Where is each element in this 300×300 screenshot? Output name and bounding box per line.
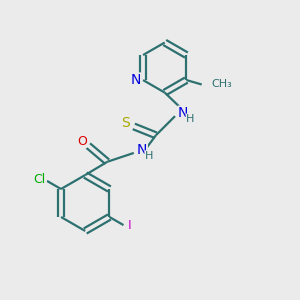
Text: H: H bbox=[186, 114, 194, 124]
Text: S: S bbox=[121, 116, 130, 130]
Text: H: H bbox=[145, 151, 153, 161]
Text: O: O bbox=[77, 135, 87, 148]
Text: CH₃: CH₃ bbox=[211, 80, 232, 89]
Text: I: I bbox=[127, 219, 131, 232]
Text: N: N bbox=[130, 73, 141, 87]
Text: Cl: Cl bbox=[34, 172, 46, 186]
Text: N: N bbox=[137, 143, 147, 157]
Text: N: N bbox=[178, 106, 188, 120]
